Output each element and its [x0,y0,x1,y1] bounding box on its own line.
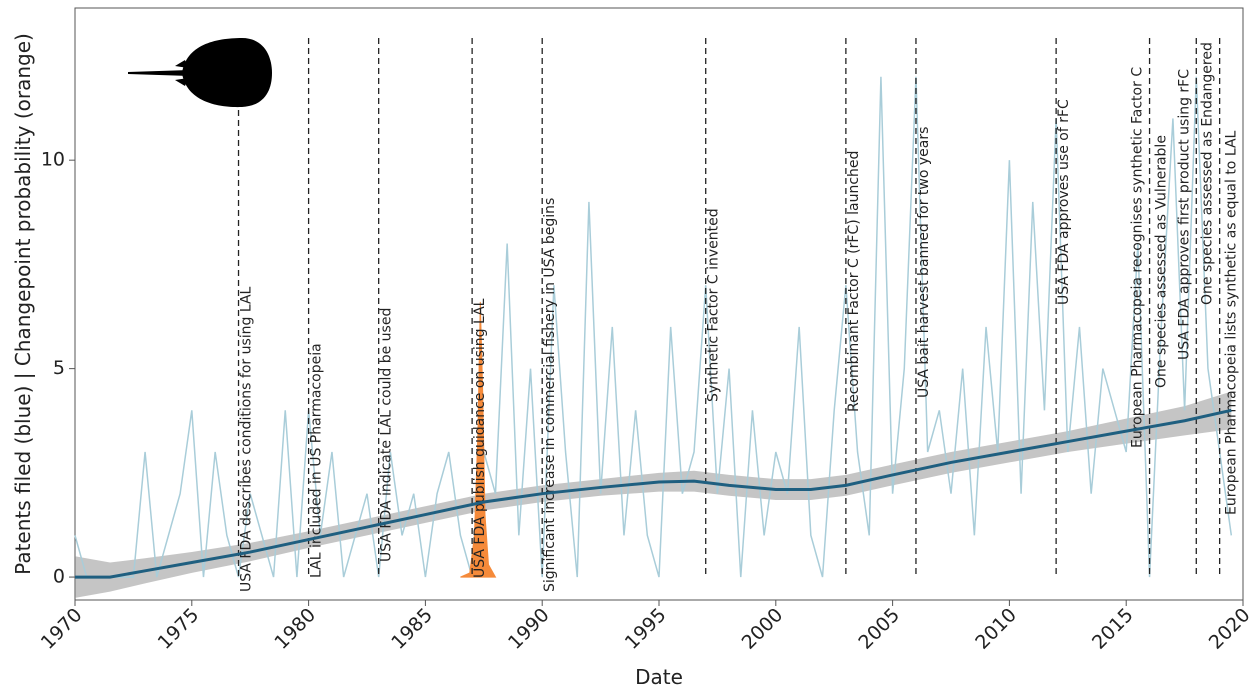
y-tick-label: 10 [41,149,65,171]
x-tick-label: 1990 [504,604,554,654]
annotation-label: Significant increase in commercial fishe… [542,198,558,592]
annotation-label: USA FDA indicate LAL could be used [379,308,395,562]
x-tick-label: 2015 [1088,604,1138,654]
annotation-label: USA bait harvest banned for two years [916,127,932,398]
annotation-label: USA FDA describes conditions for using L… [239,286,255,592]
changepoint-area [460,301,497,578]
annotation-label: Synthetic Factor C invented [706,208,722,402]
x-tick-label: 1970 [37,604,87,654]
annotation-label: European Pharmacopeia recognises synthet… [1130,67,1146,448]
trend-line [75,408,1232,579]
annotation-label: One species assessed as Vulnerable [1154,135,1170,388]
y-tick-label: 0 [53,566,65,588]
x-tick-label: 2005 [854,604,904,654]
annotation-label: Recombinant Factor C (rFC) launched [846,151,862,412]
annotation-label: LAL included in US Pharmacopeia [309,343,325,578]
x-tick-label: 1985 [387,604,437,654]
y-tick-label: 5 [53,357,65,379]
annotation-label: One species assessed as Endangered [1200,42,1216,305]
x-tick-label: 2010 [971,604,1021,654]
x-tick-label: 1980 [270,604,320,654]
horseshoe-crab-icon [128,38,272,108]
y-axis-label: Patents filed (blue) | Changepoint proba… [11,33,35,575]
annotation-label: USA FDA approves use of rFC [1056,99,1072,305]
annotation-label: USA FDA publish guidance on using LAL [472,298,488,578]
x-axis-label: Date [635,665,683,689]
x-tick-label: 1975 [154,604,204,654]
x-tick-label: 2000 [738,604,788,654]
annotation-label: European Pharmacopeia lists synthetic as… [1224,130,1240,515]
annotation-label: USA FDA approves first product using rFC [1176,69,1192,360]
patents-line [74,76,1233,578]
x-tick-label: 2020 [1205,604,1255,654]
x-tick-label: 1995 [621,604,671,654]
